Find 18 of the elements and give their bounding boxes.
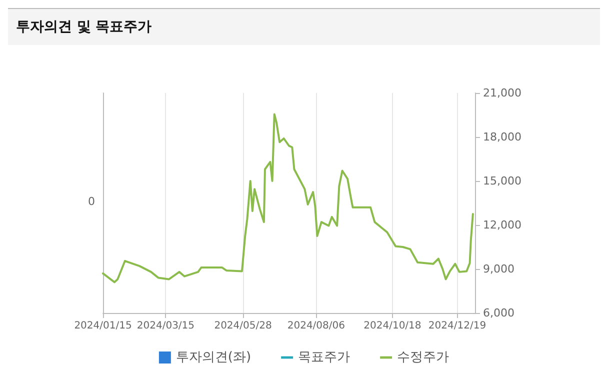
text: 0 bbox=[88, 195, 95, 208]
x-tick-label: 2024/10/18 bbox=[364, 320, 422, 332]
line-series bbox=[102, 113, 474, 284]
y2-tick-label: 15,000 bbox=[483, 174, 522, 188]
legend-label: 투자의견(좌) bbox=[176, 350, 252, 365]
x-tick-label: 2024/08/06 bbox=[287, 320, 345, 332]
x-tick-label: 2024/01/15 bbox=[74, 320, 132, 332]
y2-tick-label: 21,000 bbox=[483, 86, 522, 100]
y2-tick-label: 9,000 bbox=[483, 262, 514, 276]
y2-tick-label: 12,000 bbox=[483, 218, 522, 232]
chart-title: 투자의견 및 목표주가 bbox=[8, 8, 600, 45]
y2-tick-label: 6,000 bbox=[483, 306, 514, 320]
x-tick-label: 2024/05/28 bbox=[214, 320, 272, 332]
x-tick-label: 2024/03/15 bbox=[136, 320, 195, 332]
legend-label: 수정주가 bbox=[397, 350, 450, 365]
y2-tick-label: 18,000 bbox=[483, 130, 522, 144]
legend-label: 목표주가 bbox=[298, 350, 350, 365]
x-tick-label: 2024/12/19 bbox=[428, 320, 486, 332]
